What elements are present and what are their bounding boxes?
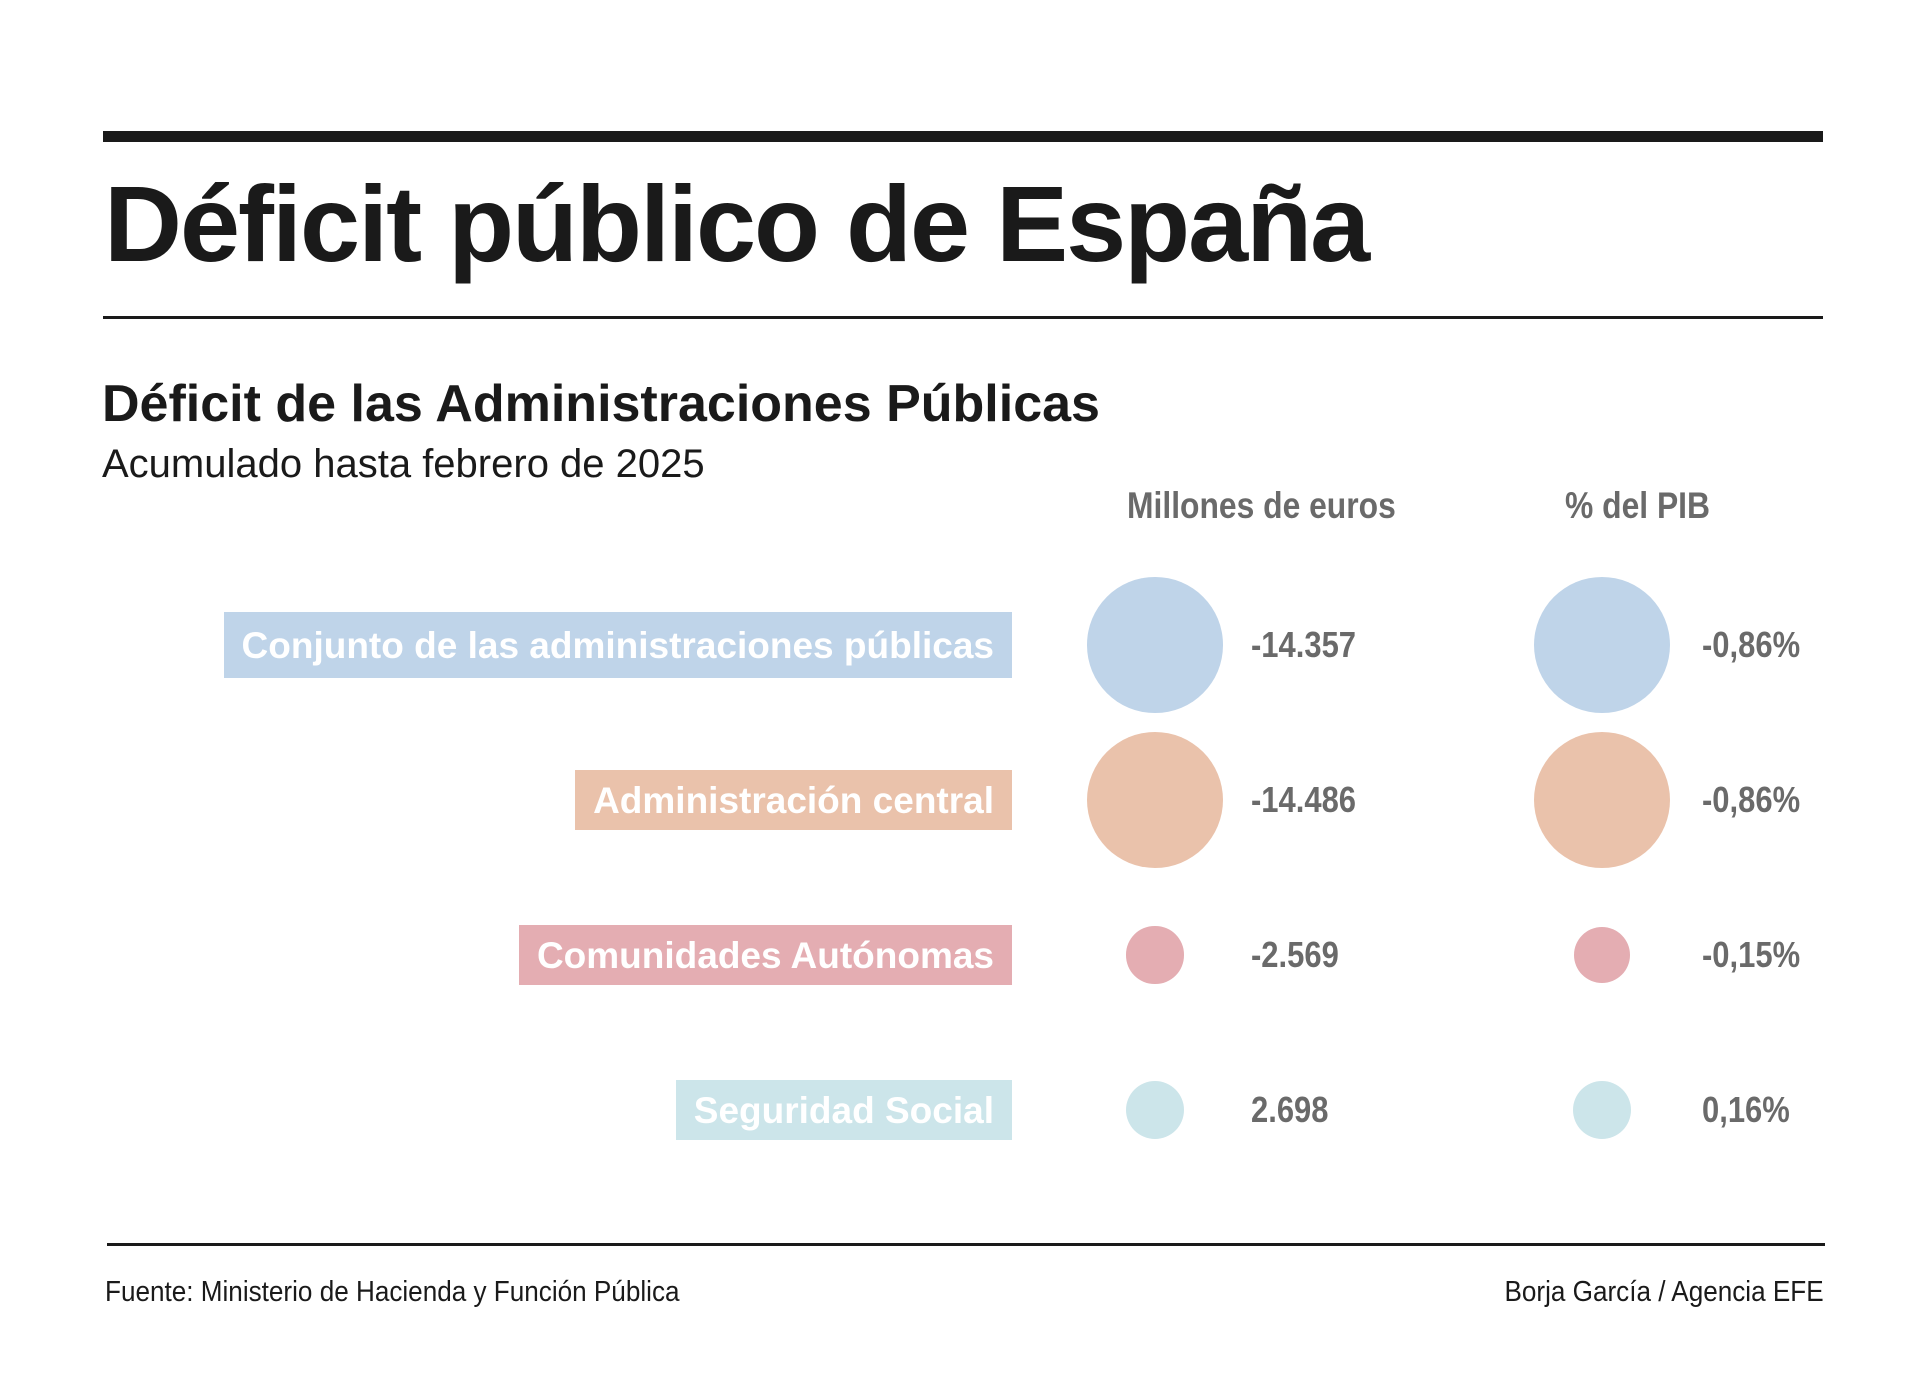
top-rule — [103, 131, 1823, 142]
page-title: Déficit público de España — [104, 163, 1370, 284]
pib-bubble — [1573, 926, 1631, 984]
category-bar: Comunidades Autónomas — [519, 925, 1012, 985]
column-header-millones: Millones de euros — [1127, 485, 1396, 526]
millones-bubble — [1126, 926, 1184, 984]
category-label: Comunidades Autónomas — [536, 934, 994, 976]
category-bar: Conjunto de las administraciones pública… — [224, 612, 1012, 678]
source-note: Fuente: Ministerio de Hacienda y Función… — [105, 1276, 680, 1308]
title-divider — [103, 316, 1823, 319]
credit-note: Borja García / Agencia EFE — [1504, 1276, 1824, 1308]
category-bar: Administración central — [575, 770, 1012, 830]
chart-subtitle: Acumulado hasta febrero de 2025 — [102, 442, 705, 486]
millones-bubble — [1125, 1080, 1185, 1140]
category-bar: Seguridad Social — [676, 1080, 1012, 1140]
pib-value: -0,86% — [1702, 779, 1801, 820]
millones-value: -2.569 — [1251, 934, 1339, 975]
column-header-pib: % del PIB — [1565, 485, 1711, 526]
millones-value: -14.486 — [1251, 779, 1357, 820]
category-label: Seguridad Social — [693, 1089, 994, 1131]
pib-bubble — [1534, 732, 1670, 868]
category-label: Conjunto de las administraciones pública… — [241, 624, 994, 666]
millones-value: 2.698 — [1251, 1089, 1329, 1130]
millones-value: -14.357 — [1251, 624, 1357, 665]
chart-title: Déficit de las Administraciones Públicas — [102, 375, 1100, 433]
pib-value: -0,86% — [1702, 624, 1801, 665]
millones-bubble — [1087, 577, 1223, 713]
pib-bubble — [1534, 577, 1670, 713]
millones-bubble — [1087, 732, 1223, 868]
pib-value: -0,15% — [1702, 934, 1801, 975]
pib-bubble — [1572, 1080, 1632, 1140]
footer-divider — [107, 1243, 1825, 1246]
category-label: Administración central — [593, 779, 994, 821]
pib-value: 0,16% — [1702, 1089, 1790, 1130]
